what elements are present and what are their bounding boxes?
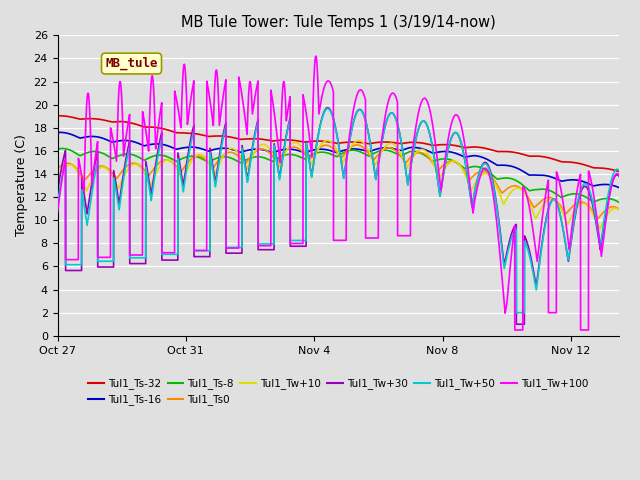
Tul1_Ts-8: [515, 180, 523, 185]
Tul1_Ts0: [515, 184, 523, 190]
Tul1_Tw+10: [473, 178, 481, 184]
Tul1_Ts0: [54, 166, 61, 172]
Tul1_Tw+100: [516, 327, 524, 333]
Tul1_Tw+50: [516, 310, 524, 315]
Tul1_Ts-8: [156, 152, 163, 158]
Line: Tul1_Ts0: Tul1_Ts0: [58, 145, 619, 218]
Line: Tul1_Tw+50: Tul1_Tw+50: [58, 108, 619, 312]
Tul1_Ts-8: [54, 146, 61, 152]
Tul1_Tw+30: [516, 321, 524, 327]
Text: MB_tule: MB_tule: [105, 57, 157, 70]
Line: Tul1_Ts-8: Tul1_Ts-8: [58, 148, 619, 203]
Line: Tul1_Ts-16: Tul1_Ts-16: [58, 132, 619, 188]
Tul1_Tw+10: [615, 207, 623, 213]
Tul1_Tw+100: [268, 94, 276, 100]
Tul1_Tw+100: [54, 210, 61, 216]
Tul1_Ts-32: [473, 144, 481, 150]
Tul1_Tw+50: [156, 145, 163, 151]
Tul1_Tw+30: [615, 173, 623, 179]
Tul1_Ts0: [156, 160, 163, 166]
Tul1_Tw+10: [54, 176, 61, 181]
Tul1_Tw+50: [419, 118, 427, 124]
Tul1_Tw+30: [324, 105, 332, 110]
Tul1_Ts-32: [268, 138, 276, 144]
Line: Tul1_Ts-32: Tul1_Ts-32: [58, 116, 619, 171]
Tul1_Tw+50: [54, 200, 61, 206]
Line: Tul1_Tw+30: Tul1_Tw+30: [58, 108, 619, 324]
Tul1_Tw+10: [268, 150, 276, 156]
Tul1_Ts-8: [390, 150, 398, 156]
Tul1_Ts-16: [515, 167, 523, 172]
Line: Tul1_Tw+10: Tul1_Tw+10: [58, 141, 619, 229]
Tul1_Tw+100: [312, 53, 320, 59]
Tul1_Ts-32: [54, 113, 62, 119]
Tul1_Ts-16: [615, 185, 623, 191]
Tul1_Tw+30: [419, 118, 427, 124]
Tul1_Tw+10: [515, 185, 523, 191]
Tul1_Ts-32: [515, 150, 523, 156]
Tul1_Tw+30: [473, 180, 481, 186]
Tul1_Ts-16: [473, 153, 481, 159]
Tul1_Tw+30: [156, 140, 163, 145]
Tul1_Tw+100: [156, 115, 163, 120]
Tul1_Tw+30: [390, 112, 398, 118]
Tul1_Tw+50: [513, 310, 520, 315]
Tul1_Ts-32: [156, 125, 163, 131]
Tul1_Ts-16: [390, 146, 398, 152]
Tul1_Ts0: [419, 150, 427, 156]
Tul1_Tw+50: [390, 112, 398, 118]
Tul1_Ts-16: [54, 130, 61, 135]
Tul1_Ts-16: [268, 150, 276, 156]
Tul1_Ts-8: [615, 200, 623, 205]
Tul1_Tw+50: [473, 180, 481, 186]
Tul1_Tw+10: [390, 142, 398, 148]
Tul1_Ts0: [473, 170, 481, 176]
Tul1_Ts-32: [419, 140, 427, 146]
Tul1_Tw+50: [324, 106, 332, 111]
Tul1_Ts-8: [473, 164, 481, 169]
Y-axis label: Temperature (C): Temperature (C): [15, 134, 28, 237]
Tul1_Ts0: [268, 153, 276, 158]
Tul1_Tw+30: [513, 321, 520, 327]
Tul1_Ts-32: [54, 113, 61, 119]
Tul1_Tw+100: [419, 96, 427, 102]
Tul1_Ts-8: [58, 145, 66, 151]
Tul1_Ts-8: [419, 151, 427, 157]
Tul1_Ts0: [595, 216, 602, 221]
Tul1_Ts0: [390, 147, 398, 153]
Tul1_Ts-16: [419, 146, 427, 152]
Tul1_Tw+10: [355, 138, 363, 144]
Tul1_Tw+10: [156, 164, 163, 169]
Tul1_Tw+100: [615, 172, 623, 178]
Tul1_Tw+30: [54, 189, 61, 194]
Tul1_Tw+100: [473, 188, 481, 194]
Tul1_Tw+30: [268, 247, 276, 252]
Line: Tul1_Tw+100: Tul1_Tw+100: [58, 56, 619, 330]
Tul1_Ts-32: [615, 168, 623, 174]
Tul1_Ts0: [353, 142, 361, 148]
Tul1_Tw+100: [511, 327, 518, 333]
Tul1_Ts-16: [156, 141, 163, 147]
Tul1_Ts-32: [390, 140, 398, 145]
Tul1_Ts-8: [268, 158, 276, 164]
Tul1_Tw+10: [419, 147, 427, 153]
Tul1_Tw+100: [390, 91, 398, 97]
Title: MB Tule Tower: Tule Temps 1 (3/19/14-now): MB Tule Tower: Tule Temps 1 (3/19/14-now…: [181, 15, 495, 30]
Tul1_Ts0: [615, 206, 623, 212]
Tul1_Tw+50: [615, 168, 623, 173]
Tul1_Tw+10: [596, 226, 604, 232]
Legend: Tul1_Ts-32, Tul1_Ts-16, Tul1_Ts-8, Tul1_Ts0, Tul1_Tw+10, Tul1_Tw+30, Tul1_Tw+50,: Tul1_Ts-32, Tul1_Ts-16, Tul1_Ts-8, Tul1_…: [84, 374, 592, 409]
Tul1_Ts-16: [56, 130, 64, 135]
Tul1_Tw+50: [268, 241, 276, 247]
